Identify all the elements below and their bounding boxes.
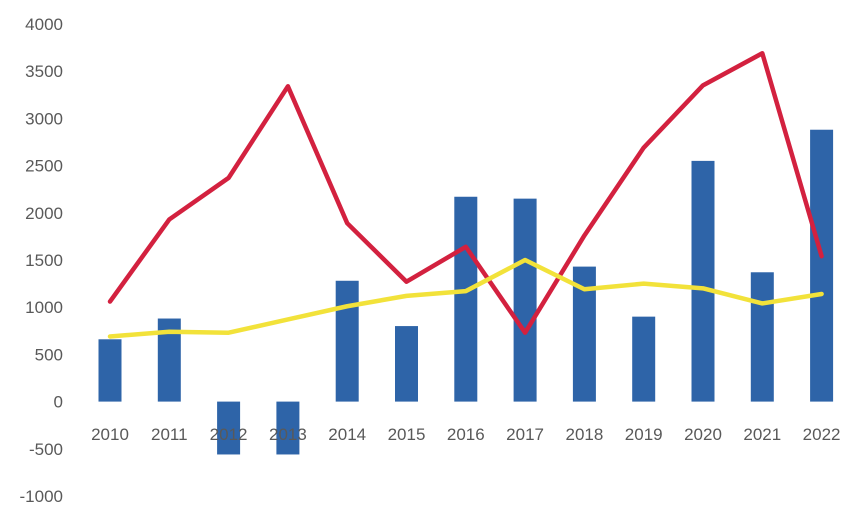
- line-series-path: [107, 51, 824, 335]
- bar: [454, 196, 478, 402]
- bar: [157, 318, 181, 402]
- y-tick-label: 3500: [25, 62, 63, 81]
- line-series: [107, 51, 824, 339]
- bar: [810, 129, 834, 402]
- y-tick-label: 3000: [25, 109, 63, 128]
- bar: [691, 160, 715, 402]
- x-tick-label: 2017: [506, 425, 544, 444]
- y-tick-label: 1500: [25, 251, 63, 270]
- x-tick-label: 2019: [625, 425, 663, 444]
- bar: [750, 272, 774, 402]
- x-tick-label: 2020: [684, 425, 722, 444]
- y-tick-label: 2500: [25, 157, 63, 176]
- y-tick-label: 500: [35, 345, 63, 364]
- x-tick-label: 2018: [565, 425, 603, 444]
- bar: [572, 266, 596, 402]
- bar: [513, 198, 537, 402]
- y-tick-label: 1000: [25, 298, 63, 317]
- x-tick-label: 2013: [269, 425, 307, 444]
- y-tick-label: 2000: [25, 204, 63, 223]
- x-tick-label: 2015: [388, 425, 426, 444]
- y-axis: 4000 3500 3000 2500 2000 1500 1000 500 0 -500 -100…: [20, 15, 63, 506]
- line-series-path: [107, 257, 824, 339]
- y-tick-label: 0: [54, 393, 63, 412]
- y-tick-label: 4000: [25, 15, 63, 34]
- x-tick-label: 2016: [447, 425, 485, 444]
- bar-series: [98, 129, 834, 455]
- y-tick-label: -1000: [20, 487, 63, 506]
- bar: [217, 401, 241, 455]
- x-tick-label: 2022: [803, 425, 841, 444]
- x-tick-label: 2012: [210, 425, 248, 444]
- bar: [395, 326, 418, 402]
- x-tick-label: 2021: [743, 425, 781, 444]
- x-tick-label: 2010: [91, 425, 129, 444]
- x-tick-label: 2011: [151, 425, 188, 444]
- bar: [335, 280, 359, 402]
- bar: [276, 401, 300, 455]
- bar: [98, 339, 122, 402]
- x-axis: 2010 2011 2012 2013 2014 2015 2016 2017 2018 2019…: [91, 425, 840, 444]
- y-tick-label: -500: [29, 440, 63, 459]
- x-tick-label: 2014: [328, 425, 366, 444]
- bar: [632, 316, 656, 402]
